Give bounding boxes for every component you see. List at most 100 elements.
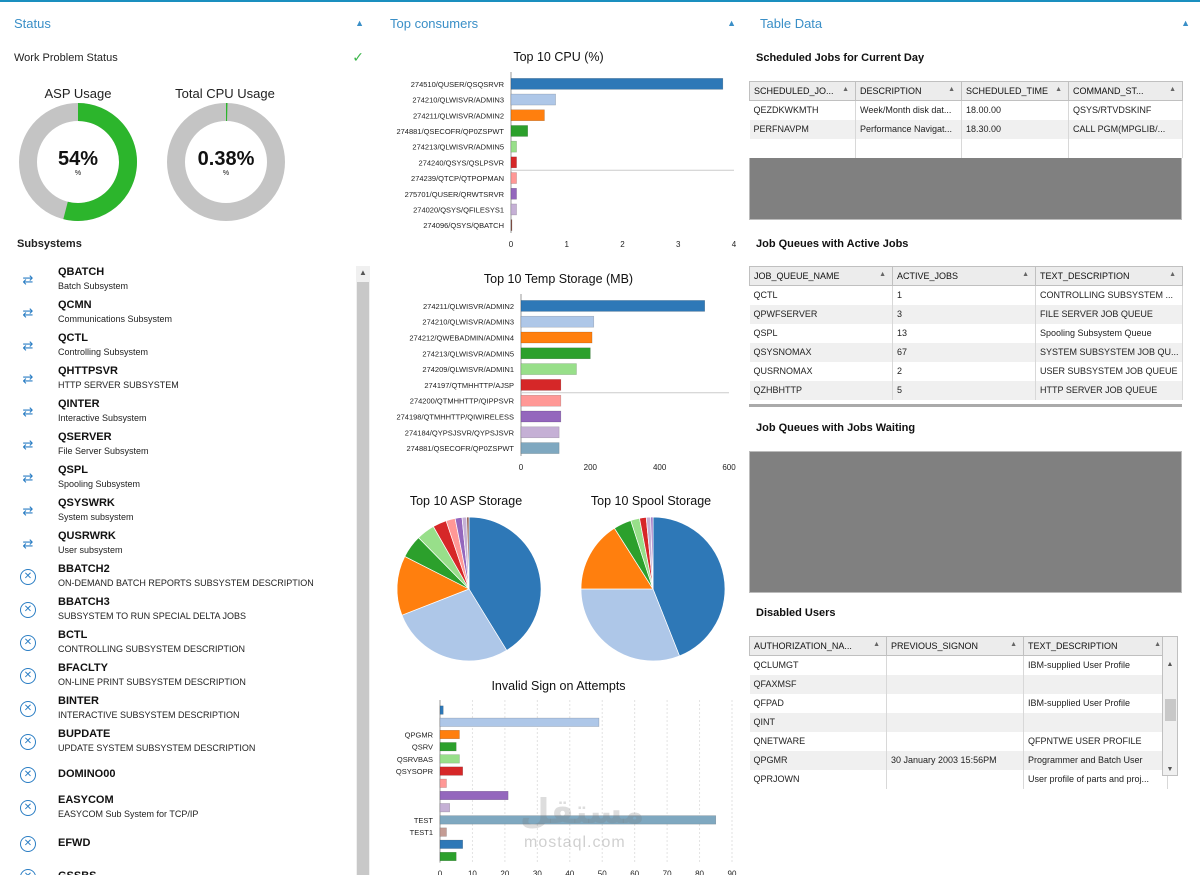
subsystem-item[interactable]: ✕ BCTL CONTROLLING SUBSYSTEM DESCRIPTION bbox=[0, 627, 356, 659]
table-row[interactable]: QEZDKWKMTH Week/Month disk dat... 18.00.00… bbox=[749, 100, 1183, 120]
table-row[interactable]: QCLUMGT IBM-supplied User Profile bbox=[749, 655, 1168, 675]
subsystem-name: EASYCOM bbox=[58, 794, 114, 806]
sort-triangle-icon[interactable]: ▲ bbox=[1169, 86, 1176, 93]
subsystem-name: QCMN bbox=[58, 299, 92, 311]
asp-usage-value: 54% bbox=[57, 148, 99, 170]
x-tick-label: 80 bbox=[695, 870, 704, 875]
collapse-triangle-icon[interactable]: ▲ bbox=[1181, 18, 1190, 28]
subsystem-item[interactable]: ⇄ QCMN Communications Subsystem bbox=[0, 297, 356, 329]
subsystem-name: BBATCH3 bbox=[58, 596, 110, 608]
bar bbox=[439, 791, 509, 800]
subsystem-item[interactable]: ⇄ QSERVER File Server Subsystem bbox=[0, 429, 356, 461]
subsystem-item[interactable]: ⇄ QUSRWRK User subsystem bbox=[0, 528, 356, 560]
column-header[interactable]: PREVIOUS_SIGNON ▲ bbox=[886, 636, 1024, 656]
table-row[interactable]: QSYSNOMAX 67 SYSTEM SUBSYSTEM JOB QU... bbox=[749, 342, 1183, 362]
table-row[interactable]: QFPAD IBM-supplied User Profile bbox=[749, 693, 1168, 713]
active-jobs-grid-bottom bbox=[749, 404, 1182, 407]
category-label: 274200/QTMHHTTP/QIPPSVR bbox=[410, 397, 515, 406]
category-label: 274020/QSYS/QFILESYS1 bbox=[413, 205, 504, 214]
sort-triangle-icon[interactable]: ▲ bbox=[1154, 641, 1161, 648]
sort-triangle-icon[interactable]: ▲ bbox=[1169, 271, 1176, 278]
sort-triangle-icon[interactable]: ▲ bbox=[1022, 271, 1029, 278]
column-header[interactable]: AUTHORIZATION_NA... ▲ bbox=[749, 636, 887, 656]
table-row[interactable]: QPGMR 30 January 2003 15:56PM Programmer a… bbox=[749, 750, 1168, 770]
invalid-signon-chart: 0 10 20 30 40 50 60 70 80 90 QPGMR QSRV QSRVBAS QSYSO… bbox=[396, 700, 737, 875]
bar bbox=[439, 778, 447, 788]
pie-slice bbox=[401, 588, 508, 662]
table-row[interactable]: QSPL 13 Spooling Subsystem Queue bbox=[749, 323, 1183, 343]
sort-triangle-icon[interactable]: ▲ bbox=[948, 86, 955, 93]
scroll-up-arrow-icon[interactable]: ▲ bbox=[1166, 661, 1174, 668]
subsystem-item[interactable]: ✕ BINTER INTERACTIVE SUBSYSTEM DESCRIPTION bbox=[0, 693, 356, 725]
table-data-header[interactable]: Table Data ▲ bbox=[746, 4, 1200, 42]
sort-triangle-icon[interactable]: ▲ bbox=[879, 271, 886, 278]
disabled-users-scrollbar[interactable]: ▲ ▼ bbox=[1162, 636, 1178, 776]
column-header[interactable]: COMMAND_ST... ▲ bbox=[1068, 81, 1183, 101]
column-header[interactable]: ACTIVE_JOBS ▲ bbox=[892, 266, 1036, 286]
table-row[interactable]: QPWFSERVER 3 FILE SERVER JOB QUEUE bbox=[749, 304, 1183, 324]
sort-triangle-icon[interactable]: ▲ bbox=[842, 86, 849, 93]
table-row[interactable] bbox=[749, 138, 1183, 158]
status-panel-header[interactable]: Status ▲ bbox=[0, 4, 374, 42]
active-arrows-icon: ⇄ bbox=[22, 503, 34, 518]
subsystem-item[interactable]: ✕ BUPDATE UPDATE SYSTEM SUBSYSTEM DESCRIPT… bbox=[0, 726, 356, 758]
table-cell bbox=[749, 138, 856, 158]
scroll-down-arrow-icon[interactable]: ▼ bbox=[1166, 766, 1174, 773]
subsystem-item[interactable]: ✕ DOMINO00 bbox=[0, 759, 356, 791]
bar bbox=[520, 410, 562, 423]
subsystem-item[interactable]: ✕ EASYCOM EASYCOM Sub System for TCP/IP bbox=[0, 792, 356, 824]
sort-triangle-icon[interactable]: ▲ bbox=[873, 641, 880, 648]
table-row[interactable]: QZHBHTTP 5 HTTP SERVER JOB QUEUE bbox=[749, 380, 1183, 400]
sort-triangle-icon[interactable]: ▲ bbox=[1010, 641, 1017, 648]
table-row[interactable]: QINT bbox=[749, 712, 1168, 732]
category-label: TEST bbox=[414, 816, 434, 825]
table-cell bbox=[1023, 712, 1168, 732]
pie-slice bbox=[466, 516, 470, 590]
sort-triangle-icon[interactable]: ▲ bbox=[1055, 86, 1062, 93]
column-header[interactable]: TEXT_DESCRIPTION ▲ bbox=[1023, 636, 1168, 656]
collapse-triangle-icon[interactable]: ▲ bbox=[355, 18, 364, 28]
table-cell bbox=[886, 769, 1024, 789]
table-row[interactable]: QCTL 1 CONTROLLING SUBSYSTEM ... bbox=[749, 285, 1183, 305]
subsystem-item[interactable]: ✕ EFWD bbox=[0, 828, 356, 860]
subsystem-item[interactable]: ⇄ QHTTPSVR HTTP SERVER SUBSYSTEM bbox=[0, 363, 356, 395]
scrollbar-thumb[interactable] bbox=[357, 282, 369, 875]
subsystem-name: QSPL bbox=[58, 464, 88, 476]
x-tick-label: 400 bbox=[653, 463, 667, 472]
subsystem-item[interactable]: ✕ BBATCH2 ON-DEMAND BATCH REPORTS SUBSYSTE… bbox=[0, 561, 356, 593]
table-cell: QFAXMSF bbox=[749, 674, 887, 694]
column-header[interactable]: SCHEDULED_TIME ▲ bbox=[961, 81, 1069, 101]
inactive-x-icon: ✕ bbox=[20, 569, 36, 585]
table-row[interactable]: QNETWARE QFPNTWE USER PROFILE bbox=[749, 731, 1168, 751]
bar bbox=[439, 717, 600, 727]
column-header[interactable]: TEXT_DESCRIPTION ▲ bbox=[1035, 266, 1183, 286]
x-tick-label: 50 bbox=[598, 870, 607, 875]
table-data-title: Table Data bbox=[760, 15, 823, 31]
subsystem-item[interactable]: ⇄ QBATCH Batch Subsystem bbox=[0, 264, 356, 296]
status-panel-title: Status bbox=[14, 15, 51, 31]
subsystem-item[interactable]: ⇄ QINTER Interactive Subsystem bbox=[0, 396, 356, 428]
subsystems-scrollbar[interactable]: ▲ bbox=[356, 266, 370, 875]
table-row[interactable]: PERFNAVPM Performance Navigat... 18.30.00 C… bbox=[749, 119, 1183, 139]
top-consumers-title: Top consumers bbox=[390, 15, 479, 31]
scroll-up-arrow-icon[interactable]: ▲ bbox=[359, 268, 367, 277]
subsystem-item[interactable]: ✕ BBATCH3 SUBSYSTEM TO RUN SPECIAL DELTA J… bbox=[0, 594, 356, 626]
table-row[interactable]: QFAXMSF bbox=[749, 674, 1168, 694]
column-header[interactable]: JOB_QUEUE_NAME ▲ bbox=[749, 266, 893, 286]
scrollbar-thumb[interactable] bbox=[1165, 699, 1176, 721]
subsystem-item[interactable]: ⇄ QSPL Spooling Subsystem bbox=[0, 462, 356, 494]
column-header[interactable]: SCHEDULED_JO... ▲ bbox=[749, 81, 856, 101]
collapse-triangle-icon[interactable]: ▲ bbox=[727, 18, 736, 28]
category-label: 274240/QSYS/QSLPSVR bbox=[419, 158, 505, 167]
table-row[interactable]: QUSRNOMAX 2 USER SUBSYSTEM JOB QUEUE bbox=[749, 361, 1183, 381]
column-header[interactable]: DESCRIPTION ▲ bbox=[855, 81, 962, 101]
subsystem-item[interactable]: ✕ GSSBS bbox=[0, 861, 356, 875]
top-consumers-header[interactable]: Top consumers ▲ bbox=[376, 4, 746, 42]
subsystem-item[interactable]: ⇄ QCTL Controlling Subsystem bbox=[0, 330, 356, 362]
bar bbox=[520, 442, 560, 454]
table-row[interactable]: QPRJOWN User profile of parts and proj... bbox=[749, 769, 1168, 789]
bar bbox=[439, 742, 457, 752]
subsystem-name: BBATCH2 bbox=[58, 563, 110, 575]
subsystem-item[interactable]: ⇄ QSYSWRK System subsystem bbox=[0, 495, 356, 527]
subsystem-item[interactable]: ✕ BFACLTY ON-LINE PRINT SUBSYSTEM DESCRIPT… bbox=[0, 660, 356, 692]
